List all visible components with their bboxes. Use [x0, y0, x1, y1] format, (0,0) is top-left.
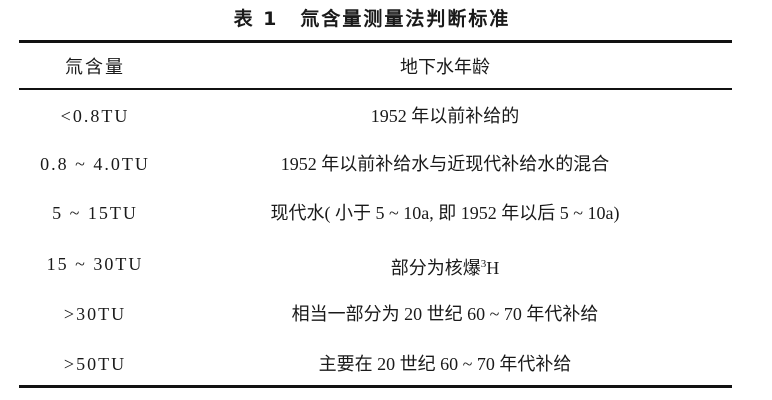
- cell-age-text: 部分为核爆: [390, 258, 481, 278]
- top-rule: [19, 40, 732, 43]
- table-row: <0.8TU 1952 年以前补给的: [0, 101, 772, 131]
- table-row: 0.8 ~ 4.0TU 1952 年以前补给水与近现代补给水的混合: [0, 149, 772, 179]
- cell-tritium: >50TU: [63, 354, 127, 374]
- cell-age: 相当一部分为 20 世纪 60 ~ 70 年代补给: [291, 304, 599, 324]
- table-row: 5 ~ 15TU 现代水( 小于 5 ~ 10a, 即 1952 年以后 5 ~…: [0, 198, 772, 228]
- cell-tritium: >30TU: [63, 304, 127, 324]
- table-row: >50TU 主要在 20 世纪 60 ~ 70 年代补给: [0, 349, 772, 379]
- cell-age: 1952 年以前补给水与近现代补给水的混合: [280, 154, 610, 174]
- header-rule: [19, 88, 732, 90]
- header-groundwater-age: 地下水年龄: [400, 57, 490, 77]
- cell-tritium: 15 ~ 30TU: [46, 254, 144, 274]
- table-number: 表 1: [233, 8, 279, 30]
- table-row: 15 ~ 30TU 部分为核爆3H: [0, 249, 772, 279]
- header-tritium: 氚含量: [65, 57, 125, 77]
- cell-tritium: <0.8TU: [60, 106, 130, 126]
- table-row: >30TU 相当一部分为 20 世纪 60 ~ 70 年代补给: [0, 299, 772, 329]
- table-title: 氚含量测量法判断标准: [300, 8, 511, 30]
- cell-age: 部分为核爆3H: [190, 249, 700, 283]
- cell-age: 1952 年以前补给的: [370, 106, 520, 126]
- cell-tritium: 0.8 ~ 4.0TU: [40, 154, 150, 174]
- cell-age-superscript: 3: [480, 258, 487, 270]
- bottom-rule: [19, 385, 732, 388]
- cell-age-suffix: H: [486, 258, 500, 278]
- cell-age: 主要在 20 世纪 60 ~ 70 年代补给: [318, 354, 572, 374]
- table-header-row: 氚含量 地下水年龄: [0, 52, 772, 82]
- cell-tritium: 5 ~ 15TU: [52, 203, 138, 223]
- table-caption: 表 1 氚含量测量法判断标准: [0, 4, 744, 31]
- cell-age: 现代水( 小于 5 ~ 10a, 即 1952 年以后 5 ~ 10a): [270, 203, 620, 223]
